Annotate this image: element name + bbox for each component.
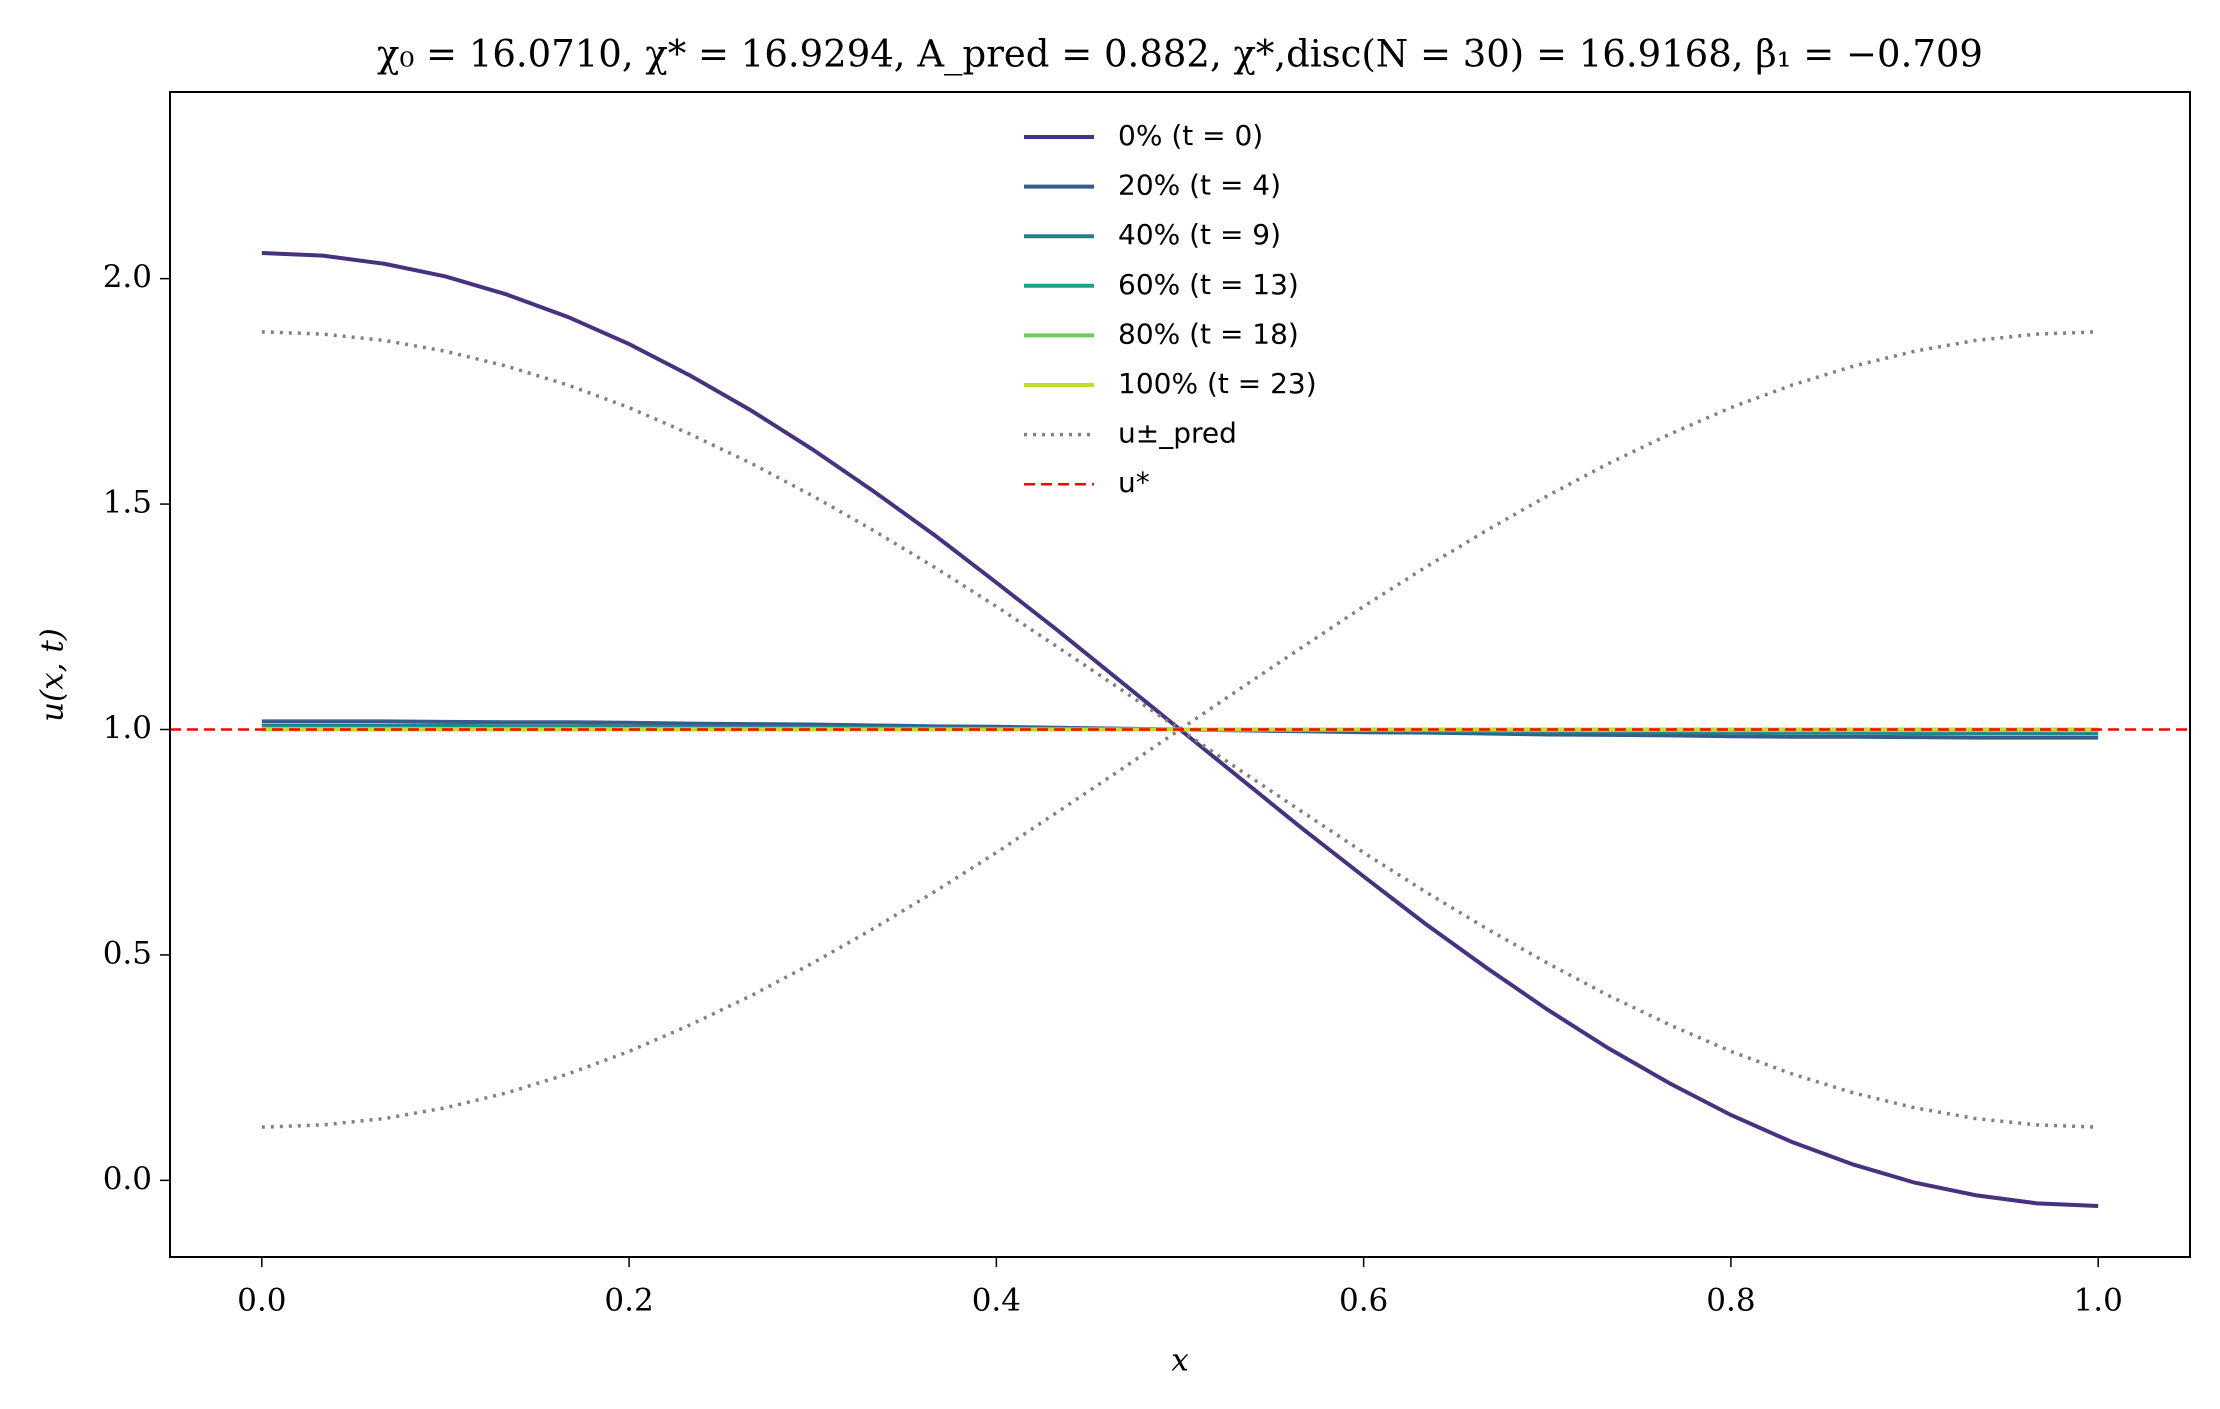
x-tick-label: 0.8 (1706, 1283, 1755, 1319)
legend-label: 80% (t = 18) (1118, 317, 1299, 350)
x-axis-label: x (1171, 1343, 1189, 1379)
y-tick-label: 2.0 (103, 259, 152, 295)
legend-label: u* (1118, 466, 1150, 499)
chart-title: χ₀ = 16.0710, χ* = 16.9294, A_pred = 0.8… (377, 33, 1983, 77)
y-tick-label: 1.5 (103, 485, 152, 521)
y-tick-label: 0.5 (103, 935, 152, 971)
legend-label: 0% (t = 0) (1118, 119, 1263, 152)
line-series (261, 330, 2099, 1129)
plot-frame (169, 91, 2191, 1258)
y-tick-label: 0.0 (103, 1161, 152, 1197)
x-tick-label: 0.0 (237, 1283, 286, 1319)
legend-label: 100% (t = 23) (1118, 367, 1317, 400)
x-tick-label: 1.0 (2074, 1283, 2123, 1319)
x-tick-label: 0.2 (604, 1283, 653, 1319)
x-tick-label: 0.6 (1339, 1283, 1388, 1319)
y-tick-label: 1.0 (103, 710, 152, 746)
line-series (261, 330, 2099, 1129)
legend-label: 20% (t = 4) (1118, 169, 1281, 202)
x-tick-label: 0.4 (972, 1283, 1021, 1319)
legend-label: u±_pred (1118, 417, 1237, 450)
legend-label: 40% (t = 9) (1118, 218, 1281, 251)
y-axis-label: u(x, t) (35, 628, 71, 722)
legend-label: 60% (t = 13) (1118, 268, 1299, 301)
